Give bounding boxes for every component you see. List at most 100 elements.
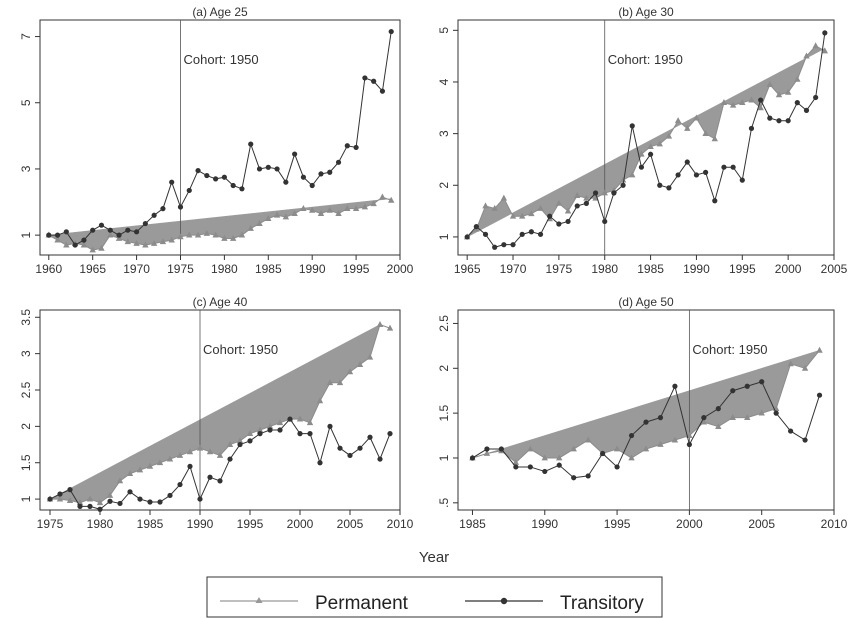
- permanent-point: [729, 101, 737, 108]
- transitory-point: [169, 179, 175, 185]
- permanent-point: [150, 239, 158, 246]
- permanent-point: [177, 233, 184, 240]
- x-tick-label: 2010: [387, 517, 414, 531]
- transitory-point: [90, 227, 96, 233]
- transitory-point: [265, 164, 271, 170]
- permanent-point: [308, 206, 316, 213]
- permanent-point: [63, 241, 70, 248]
- transitory-point: [274, 166, 280, 172]
- transitory-series-line: [466, 32, 826, 248]
- x-tick-label: 1970: [123, 262, 150, 276]
- permanent-point: [194, 231, 202, 238]
- transitory-point: [510, 242, 516, 248]
- x-tick-label: 1985: [137, 517, 164, 531]
- x-tick-label: 2000: [676, 517, 703, 531]
- transitory-point: [501, 242, 507, 248]
- transitory-point: [647, 151, 654, 157]
- permanent-point: [787, 360, 794, 367]
- transitory-point: [318, 171, 324, 177]
- transitory-point: [785, 118, 791, 124]
- transitory-point: [337, 445, 343, 451]
- legend-item-transitory: Transitory: [465, 593, 644, 614]
- transitory-point: [377, 456, 383, 462]
- permanent-point: [537, 204, 544, 211]
- permanent-point: [116, 477, 124, 484]
- legend: Permanent Transitory: [206, 576, 663, 618]
- permanent-point: [720, 99, 728, 106]
- transitory-point: [127, 489, 133, 495]
- legend-triangle-icon: [255, 597, 263, 603]
- transitory-point: [657, 415, 664, 421]
- transitory-point: [98, 222, 105, 228]
- x-tick-label: 1960: [35, 262, 62, 276]
- permanent-point: [96, 499, 104, 506]
- permanent-point: [291, 210, 298, 217]
- permanent-point: [159, 238, 167, 245]
- permanent-point: [206, 448, 214, 455]
- transitory-point: [666, 185, 672, 191]
- x-tick-label: 1985: [255, 262, 282, 276]
- panel-title: (a) Age 25: [192, 5, 248, 19]
- transitory-point: [248, 141, 254, 147]
- transitory-point: [730, 388, 736, 394]
- transitory-point: [221, 174, 227, 180]
- x-tick-label: 2000: [387, 262, 414, 276]
- permanent-point: [711, 135, 718, 142]
- transitory-point: [207, 474, 213, 480]
- transitory-point: [693, 172, 700, 178]
- permanent-point: [500, 194, 508, 201]
- permanent-point: [361, 203, 369, 210]
- permanent-point: [176, 451, 184, 458]
- y-tick-label: 2.5: [19, 381, 33, 398]
- transitory-point: [142, 220, 148, 227]
- permanent-point: [784, 88, 792, 95]
- transitory-point: [556, 221, 562, 227]
- permanent-point: [146, 462, 154, 469]
- legend-box: [206, 576, 663, 618]
- permanent-point: [133, 239, 140, 246]
- permanent-point: [266, 422, 274, 429]
- transitory-point: [611, 190, 617, 196]
- transitory-point: [484, 446, 490, 452]
- permanent-point: [619, 176, 627, 183]
- permanent-point: [229, 234, 237, 241]
- transitory-point: [151, 212, 157, 218]
- transitory-point: [574, 203, 580, 209]
- x-tick-label: 1990: [531, 517, 558, 531]
- x-tick-label: 1980: [87, 517, 114, 531]
- permanent-point: [748, 96, 755, 103]
- cohort-annotation: Cohort: 1950: [183, 52, 258, 67]
- permanent-point: [156, 459, 164, 466]
- transitory-point: [67, 487, 73, 493]
- transitory-series-line: [48, 31, 392, 246]
- permanent-point: [628, 454, 635, 461]
- permanent-point: [276, 419, 284, 426]
- permanent-point: [166, 455, 174, 462]
- permanent-point: [216, 451, 224, 458]
- transitory-point: [107, 227, 113, 233]
- permanent-point: [739, 99, 746, 106]
- permanent-point: [56, 495, 64, 502]
- permanent-point: [86, 495, 94, 502]
- permanent-point: [212, 231, 219, 238]
- y-tick-label: 3: [19, 165, 33, 172]
- x-tick-label: 1990: [683, 262, 710, 276]
- permanent-point: [54, 236, 61, 243]
- x-tick-label: 1990: [187, 517, 214, 531]
- x-tick-label: 1975: [546, 262, 573, 276]
- y-tick-label: .5: [437, 497, 451, 507]
- permanent-point: [564, 207, 572, 214]
- permanent-point: [186, 231, 193, 238]
- panel-title: (b) Age 30: [618, 5, 674, 19]
- transitory-point: [187, 463, 193, 469]
- permanent-point: [124, 238, 132, 245]
- transitory-point: [537, 231, 544, 237]
- transitory-point: [267, 427, 273, 433]
- permanent-point: [356, 360, 364, 367]
- transitory-point: [565, 218, 571, 225]
- transitory-point: [739, 177, 745, 183]
- transitory-point: [72, 242, 78, 248]
- transitory-point: [469, 455, 476, 461]
- permanent-point: [306, 419, 314, 426]
- transitory-point: [498, 446, 504, 452]
